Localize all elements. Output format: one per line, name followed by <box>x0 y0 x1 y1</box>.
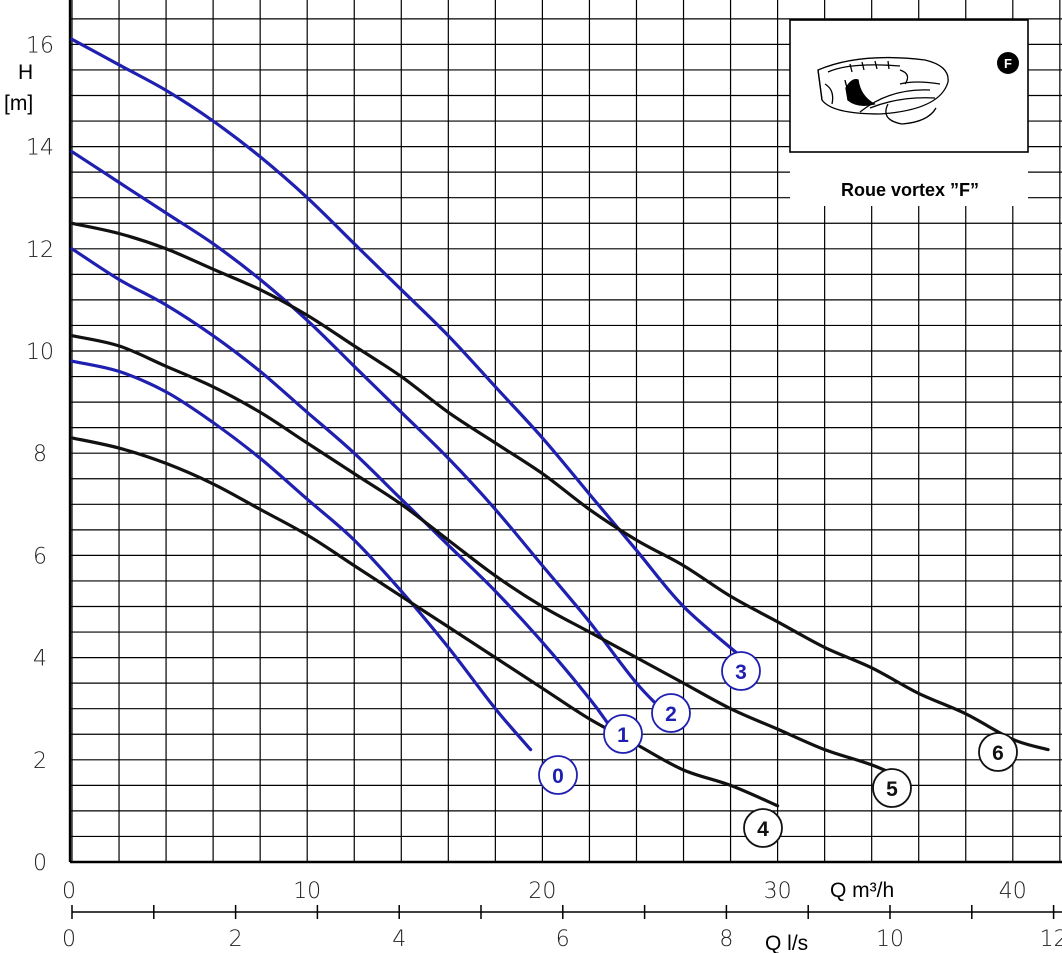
x2-tick-label: 8 <box>719 927 733 952</box>
curve-marker-label-0: 0 <box>552 765 564 788</box>
curve-marker-0 <box>538 755 578 795</box>
y-tick-label: 0 <box>33 851 47 876</box>
impeller-inset: F Roue vortex ”F” <box>789 19 1029 206</box>
y-tick-label: 8 <box>33 442 47 467</box>
x2-tick-label: 12 <box>1040 927 1062 952</box>
inset-badge <box>997 52 1019 74</box>
y-tick-label: 16 <box>26 33 54 58</box>
y-tick-label: 4 <box>33 647 47 672</box>
x-tick-label: 0 <box>62 879 76 904</box>
curve-3 <box>70 37 744 660</box>
inset-badge-letter: F <box>1004 56 1012 71</box>
x2-axis-label: Q l/s <box>765 932 808 953</box>
x-axis-label-text: Q m³/h <box>830 879 894 902</box>
curves <box>70 37 1050 808</box>
y-tick-label: 14 <box>26 136 54 161</box>
curve-markers: 0 1 2 3 4 5 6 <box>538 651 1018 848</box>
curve-marker-label-2: 2 <box>665 703 677 726</box>
curve-marker-label-5: 5 <box>886 778 898 801</box>
x-axis-label: Q m³/h <box>830 879 894 902</box>
x2-tick-label: 4 <box>392 927 406 952</box>
x-tick-label: 30 <box>764 879 792 904</box>
curve-6 <box>70 221 1050 752</box>
curve-marker-3 <box>721 651 761 691</box>
curve-1 <box>70 247 610 726</box>
inset-title: Roue vortex ”F” <box>841 180 979 200</box>
x2-tick-label: 0 <box>62 927 76 952</box>
curve-marker-2 <box>651 693 691 733</box>
y-axis-ticks: 0 2 4 6 8 10 12 14 16 <box>26 33 54 876</box>
curve-marker-label-3: 3 <box>735 661 747 684</box>
x2-tick-label: 6 <box>556 927 570 952</box>
curve-4 <box>70 436 780 808</box>
curve-marker-5 <box>872 768 912 808</box>
curve-marker-label-1: 1 <box>617 724 629 747</box>
curve-marker-6 <box>978 732 1018 772</box>
curve-marker-label-4: 4 <box>757 818 769 841</box>
y-tick-label: 6 <box>33 544 47 569</box>
inset-image-frame <box>789 19 1029 153</box>
curve-marker-label-6: 6 <box>992 742 1004 765</box>
y-axis-label-symbol: H <box>18 61 33 84</box>
curve-marker-1 <box>603 714 643 754</box>
curve-0 <box>70 359 533 752</box>
x2-tick-label: 2 <box>229 927 243 952</box>
x2-tick-label: 10 <box>876 927 904 952</box>
x-axis-ticks: 0 10 20 30 40 <box>62 879 1027 904</box>
x-tick-label: 20 <box>528 879 556 904</box>
y-tick-label: 12 <box>26 238 54 263</box>
y-tick-label: 2 <box>33 749 47 774</box>
curve-2 <box>70 150 674 721</box>
y-axis-label-unit: [m] <box>4 92 33 115</box>
curve-5 <box>70 334 909 782</box>
x-tick-label: 40 <box>999 879 1027 904</box>
x-tick-label: 10 <box>293 879 321 904</box>
axes <box>68 0 1062 919</box>
x2-axis-ticks: 0 2 4 6 8 10 12 <box>62 927 1062 952</box>
curve-marker-4 <box>743 808 783 848</box>
vortex-impeller-icon <box>817 56 949 125</box>
y-tick-label: 10 <box>26 340 54 365</box>
